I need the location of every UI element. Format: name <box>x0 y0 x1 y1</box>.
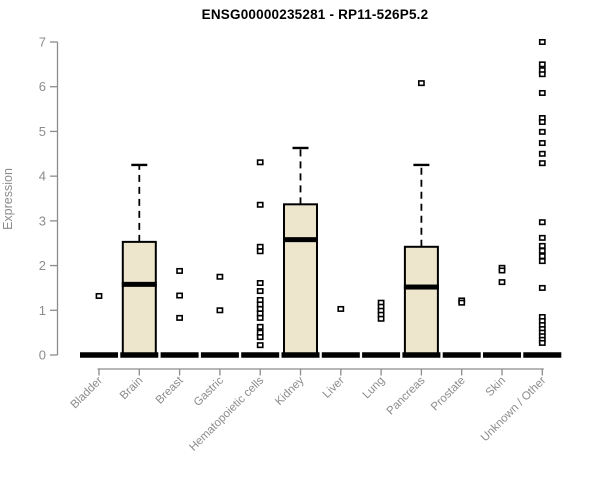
outlier-point <box>538 253 546 260</box>
zero-bar <box>402 352 441 358</box>
y-tick-label: 6 <box>39 79 46 94</box>
zero-bar <box>362 352 401 358</box>
outlier-point <box>256 201 264 208</box>
outlier-point <box>538 38 546 45</box>
zero-bar <box>523 352 562 358</box>
outlier-point <box>538 140 546 147</box>
zero-bar <box>241 352 280 358</box>
outlier-point <box>538 247 546 254</box>
outlier-point <box>256 323 264 330</box>
outlier-point <box>538 160 546 167</box>
y-tick-label: 2 <box>39 258 46 273</box>
box <box>283 203 318 356</box>
y-tick-label: 3 <box>39 213 46 228</box>
y-tick-label: 0 <box>39 348 46 363</box>
outlier-point <box>256 248 264 255</box>
outlier-point <box>176 292 183 299</box>
outlier-point <box>498 279 506 286</box>
zero-bar <box>120 352 159 358</box>
outlier-point <box>176 314 183 321</box>
median-line <box>403 284 439 290</box>
outlier-point <box>538 284 546 291</box>
outlier-point <box>417 80 425 87</box>
x-tick-label: Hematopoietic cells <box>187 374 266 453</box>
outlier-point <box>176 267 183 274</box>
y-tick-label: 4 <box>39 169 46 184</box>
x-tick-label: Brain <box>118 375 145 402</box>
outlier-point <box>538 234 546 241</box>
outlier-point <box>498 267 506 274</box>
median-line <box>283 237 318 243</box>
outlier-point <box>538 219 546 226</box>
outlier-point <box>538 61 546 68</box>
chart-title: ENSG00000235281 - RP11-526P5.2 <box>201 7 429 22</box>
zero-bar <box>80 352 118 358</box>
outlier-point <box>538 119 546 126</box>
outlier-point <box>256 280 264 287</box>
box <box>403 245 439 356</box>
y-tick-label: 1 <box>39 303 46 318</box>
outlier-point <box>216 307 224 314</box>
zero-bar <box>483 352 521 358</box>
x-tick-label: Gastric <box>192 374 226 408</box>
box <box>121 240 157 357</box>
outlier-point <box>95 292 103 299</box>
x-tick-label: Pancreas <box>385 374 428 417</box>
outlier-point <box>538 89 546 96</box>
outlier-point <box>256 159 264 166</box>
x-tick-label: Bladder <box>69 375 106 412</box>
x-tick-label: Breast <box>154 374 187 407</box>
outlier-point <box>538 242 546 249</box>
x-tick-label: Liver <box>321 375 347 401</box>
outlier-point <box>216 273 224 280</box>
outlier-point <box>458 299 466 306</box>
outlier-point <box>538 339 546 346</box>
median-line <box>121 281 157 287</box>
zero-bar <box>281 352 320 358</box>
x-tick-label: Kidney <box>273 374 307 408</box>
outlier-point <box>377 315 385 322</box>
outlier-point <box>538 71 546 78</box>
x-tick-label: Skin <box>484 375 508 399</box>
outlier-point <box>337 305 345 312</box>
outlier-point <box>538 150 546 157</box>
outlier-point <box>256 342 264 349</box>
x-tick-label: Prostate <box>429 375 468 414</box>
zero-bar <box>321 352 360 358</box>
zero-bar <box>160 352 199 358</box>
y-tick-label: 7 <box>39 35 46 50</box>
zero-bar <box>442 352 481 358</box>
x-tick-label: Lung <box>361 375 388 402</box>
outlier-point <box>256 334 264 341</box>
zero-bar <box>200 352 239 358</box>
outlier-point <box>538 128 546 135</box>
outlier-point <box>256 288 264 295</box>
outlier-point <box>256 314 264 321</box>
y-tick-label: 5 <box>39 124 46 139</box>
outlier-point <box>538 258 546 265</box>
